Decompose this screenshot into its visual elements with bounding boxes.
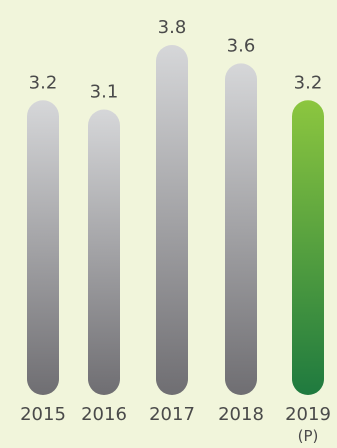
data-label-2019: 3.2 xyxy=(294,72,323,93)
data-label-2016: 3.1 xyxy=(90,81,119,102)
bar-2015 xyxy=(27,100,59,396)
data-label-2017: 3.8 xyxy=(158,17,187,38)
x-tick-label-2015: 2015 xyxy=(20,404,66,425)
x-tick-sublabel-2019: (P) xyxy=(298,427,319,445)
bars-group xyxy=(27,45,324,396)
bar-2017 xyxy=(156,45,188,395)
data-label-2018: 3.6 xyxy=(227,35,256,56)
bar-2019 xyxy=(292,100,324,396)
bar-2016 xyxy=(88,109,120,395)
x-tick-label-2016: 2016 xyxy=(81,404,127,425)
x-tick-label-2019: 2019 xyxy=(285,404,331,425)
x-axis-labels-group: 2015 2016 2017 2018 2019 (P) xyxy=(20,404,331,445)
value-labels-group: 3.2 3.1 3.8 3.6 3.2 xyxy=(29,17,323,102)
bar-2018 xyxy=(225,63,257,395)
x-tick-label-2017: 2017 xyxy=(149,404,195,425)
x-tick-label-2018: 2018 xyxy=(218,404,264,425)
data-label-2015: 3.2 xyxy=(29,72,58,93)
